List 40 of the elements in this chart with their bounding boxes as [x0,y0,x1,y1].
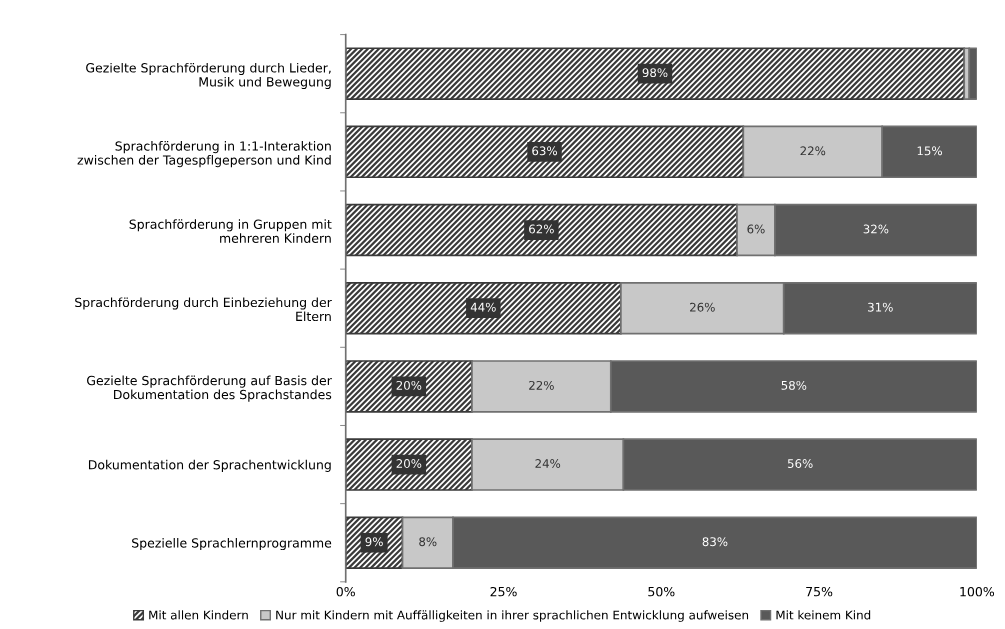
legend-label: Mit allen Kindern [149,610,248,620]
y-tick-label: Gezielte Sprachförderung durch Lieder, Musik und Bewegung [86,62,331,89]
x-tick-label: 100% [960,586,995,597]
data-label: 20% [396,380,422,390]
data-label: 15% [917,146,942,156]
bar [345,360,473,413]
data-label: 8% [419,537,437,547]
x-tick-label: 75% [806,586,833,597]
legend-label: Nur mit Kindern mit Auffälligkeiten in ihrer sprachlichen Entwicklung aufweisen [276,610,749,622]
data-label: 9% [365,537,383,547]
data-label: 31% [868,302,893,312]
y-tick-label: Sprachförderung in 1:1-Interaktion zwischen der Tagespflgeperson und Kind [77,141,331,168]
x-tick-label: 25% [490,586,517,597]
x-tick-label: 0% [336,586,355,597]
data-label: 6% [747,224,765,234]
data-label: 22% [800,146,826,156]
y-tick-label: Spezielle Sprachlernprogramme [132,537,332,551]
data-label: 24% [535,459,561,468]
y-tick-label: Sprachförderung durch Einbeziehung der Eltern [75,297,332,322]
bar [345,438,473,491]
bar [345,125,745,179]
y-tick-label: Dokumentation der Sprachentwicklung [88,459,331,472]
x-tick-label: 50% [648,586,675,597]
bar [345,203,738,257]
data-label: 63% [532,146,557,156]
data-label: 22% [529,380,554,390]
legend-label: Mit keinem Kind [776,610,871,620]
bar [345,47,966,100]
data-label: 44% [470,302,496,312]
y-tick-label: Sprachförderung in Gruppen mit mehreren Kindern [129,219,332,243]
data-label: 62% [529,224,554,234]
data-label: 98% [642,68,668,78]
data-label: 26% [690,302,715,312]
data-label: 58% [781,380,807,390]
data-label: 20% [396,459,422,468]
data-label: 56% [787,459,813,468]
data-label: 83% [702,537,728,547]
y-tick-label: Gezielte Sprachförderung auf Basis der Dokumentation des Sprachstandes [87,375,332,402]
bar [345,281,622,335]
data-label: 32% [863,224,889,234]
